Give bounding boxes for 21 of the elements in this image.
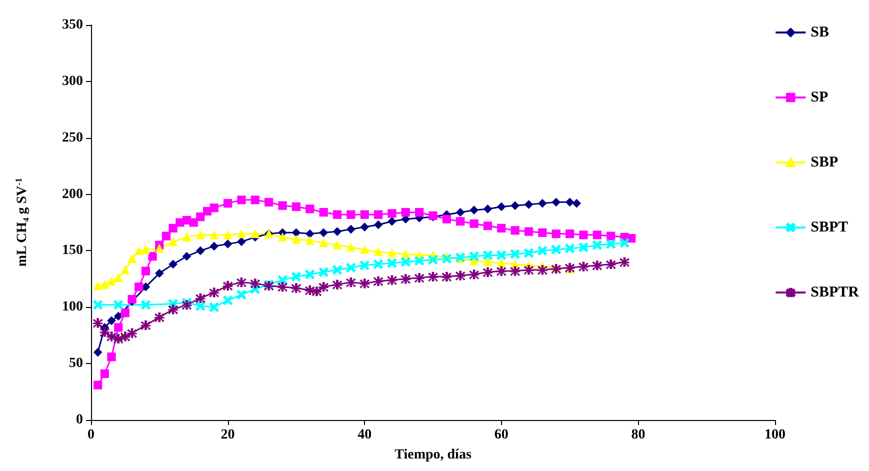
legend-label: SP	[810, 90, 828, 106]
legend-label: SBPTR	[810, 284, 860, 300]
x-tick-label: 100	[764, 428, 786, 442]
legend-label: SBP	[810, 154, 838, 170]
x-tick-label: 40	[358, 428, 372, 442]
y-tick-label: 200	[62, 186, 83, 202]
legend-label: SB	[810, 24, 830, 40]
y-tick-label: 250	[62, 130, 83, 146]
y-tick-label: 150	[62, 243, 83, 258]
y-tick-label: 100	[62, 300, 83, 315]
y-tick-label: 0	[76, 412, 83, 428]
x-tick-label: 20	[220, 428, 235, 442]
x-axis-title: Tiempo, días	[394, 448, 472, 462]
x-tick-label: 80	[631, 428, 646, 442]
x-tick-label: 60	[494, 428, 508, 442]
y-tick-label: 300	[62, 74, 83, 89]
x-tick-label: 0	[88, 428, 94, 442]
y-tick-label: 350	[62, 18, 83, 32]
y-tick-label: 50	[69, 356, 83, 372]
legend-label: SBPT	[810, 220, 848, 236]
y-axis-title: mL CH₄ g SV-1	[14, 177, 30, 267]
